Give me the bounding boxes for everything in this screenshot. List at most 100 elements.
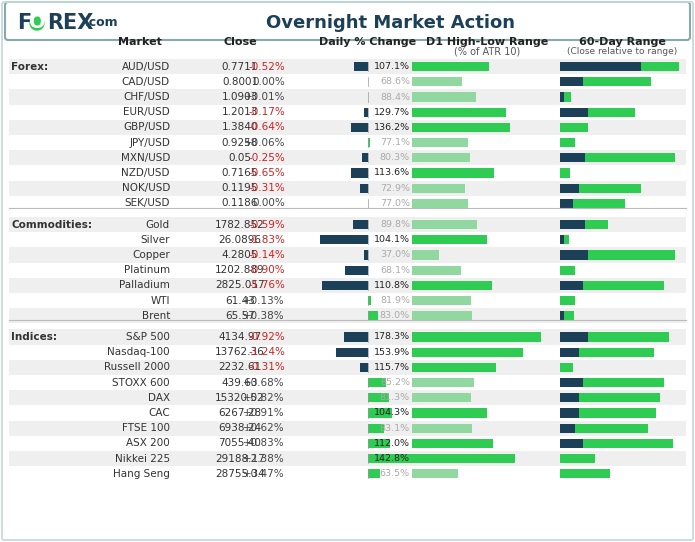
Bar [560,363,573,372]
Text: 0.9258: 0.9258 [222,138,258,147]
Text: S&P 500: S&P 500 [126,332,170,342]
Bar [412,439,493,448]
Bar [412,347,523,357]
Bar [9,165,686,180]
Text: 4.2805: 4.2805 [222,250,258,260]
Bar [368,424,384,433]
Bar [412,311,472,320]
Bar [364,250,368,260]
Text: 1.2013: 1.2013 [222,107,258,117]
Bar [9,466,686,481]
Text: .com: .com [85,16,119,29]
Text: 115.7%: 115.7% [374,363,410,372]
Bar [575,424,648,433]
Text: 77.1%: 77.1% [380,138,410,147]
Bar [560,235,564,244]
Bar [361,153,368,163]
Text: -0.17%: -0.17% [248,107,285,117]
Text: 7055.40: 7055.40 [218,438,261,448]
Text: 88.4%: 88.4% [380,93,410,101]
Bar [560,469,610,479]
Text: SEK/USD: SEK/USD [124,198,170,209]
Bar [368,378,386,387]
Text: -1.76%: -1.76% [248,280,285,291]
Bar [412,469,458,479]
Text: DAX: DAX [148,393,170,403]
FancyBboxPatch shape [5,2,690,40]
Text: 60-Day Range: 60-Day Range [579,37,666,47]
Bar [9,89,686,105]
Text: -0.92%: -0.92% [248,332,285,342]
Bar [9,293,686,308]
Text: CHF/USD: CHF/USD [124,92,170,102]
Text: 61.43: 61.43 [225,295,255,306]
Text: 1.3840: 1.3840 [222,122,258,132]
Text: Gold: Gold [146,220,170,230]
Text: 153.9%: 153.9% [374,348,410,357]
Text: 65.57: 65.57 [225,311,255,321]
Bar [564,235,569,244]
Bar [560,199,573,208]
Bar [582,378,664,387]
Bar [360,363,368,372]
Bar [560,378,582,387]
Bar [9,135,686,150]
Text: (Close relative to range): (Close relative to range) [567,47,678,55]
Text: 83.0%: 83.0% [380,311,410,320]
Bar [354,62,368,71]
Bar [412,296,471,305]
Text: 0.05: 0.05 [229,153,252,163]
Text: 178.3%: 178.3% [374,332,410,341]
Bar [9,330,686,345]
Text: O: O [28,14,45,33]
Text: CAD/USD: CAD/USD [122,77,170,87]
Bar [368,296,371,305]
Text: 77.0%: 77.0% [380,199,410,208]
Text: Nasdaq-100: Nasdaq-100 [107,347,170,357]
Bar [351,169,368,178]
Bar [9,421,686,436]
Text: 0.1186: 0.1186 [222,198,258,209]
Bar [560,424,575,433]
Bar [582,78,651,86]
Bar [582,439,673,448]
Bar [322,281,368,290]
Text: 72.9%: 72.9% [380,184,410,193]
Bar [560,153,585,163]
Text: +0.82%: +0.82% [243,393,285,403]
Text: 104.1%: 104.1% [374,235,410,244]
Bar [579,393,660,402]
Bar [582,281,664,290]
Bar [368,138,370,147]
Bar [9,196,686,211]
Text: 107.1%: 107.1% [374,62,410,71]
Bar [560,266,575,275]
Text: D1 High-Low Range: D1 High-Low Range [426,37,548,47]
Text: Forex:: Forex: [11,62,48,72]
Bar [360,184,368,193]
Text: CAC: CAC [148,408,170,418]
Bar [368,393,389,402]
Bar [9,150,686,165]
Bar [412,199,468,208]
Bar [560,296,575,305]
Bar [412,138,468,147]
Text: +0.91%: +0.91% [243,408,285,418]
Text: 15320.52: 15320.52 [215,393,265,403]
Bar [587,108,635,117]
Text: 1782.852: 1782.852 [215,220,265,230]
Bar [560,108,587,117]
Bar [9,59,686,74]
Text: Copper: Copper [132,250,170,260]
Text: EUR/USD: EUR/USD [123,107,170,117]
Text: 110.8%: 110.8% [374,281,410,290]
Text: +0.38%: +0.38% [243,311,285,321]
Bar [412,153,470,163]
Text: Commodities:: Commodities: [11,220,92,230]
Bar [412,393,471,402]
Text: -0.59%: -0.59% [248,220,285,230]
Text: -0.31%: -0.31% [248,363,285,372]
Bar [412,220,477,229]
Text: FTSE 100: FTSE 100 [122,423,170,433]
Bar [368,439,390,448]
